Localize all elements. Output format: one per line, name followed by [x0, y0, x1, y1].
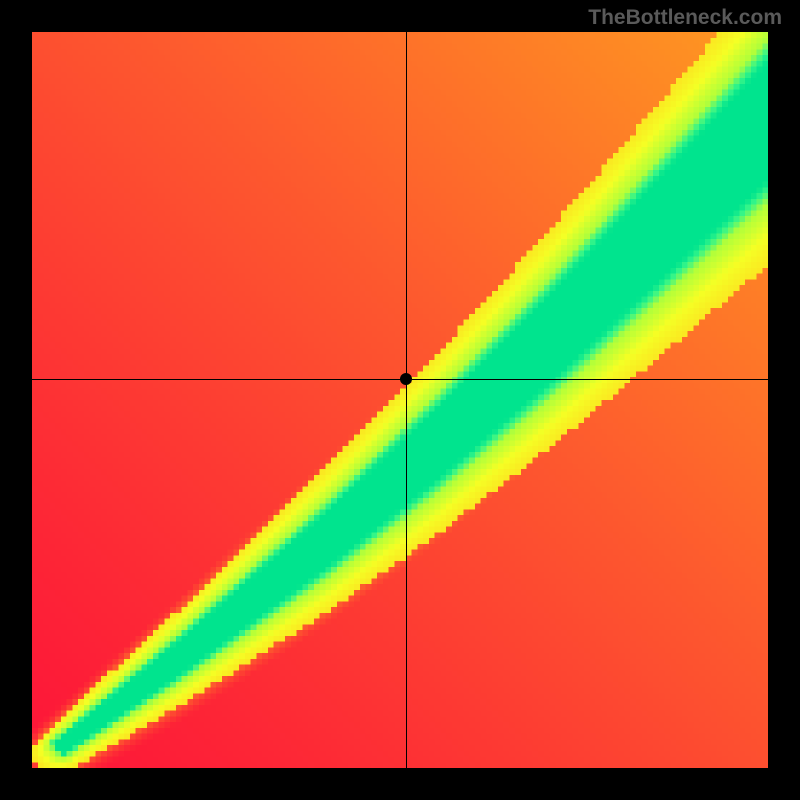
bottleneck-heatmap — [32, 32, 768, 768]
crosshair-marker-dot — [400, 373, 412, 385]
crosshair-vertical — [406, 32, 407, 768]
plot-area — [32, 32, 768, 768]
watermark-text: TheBottleneck.com — [588, 6, 782, 30]
